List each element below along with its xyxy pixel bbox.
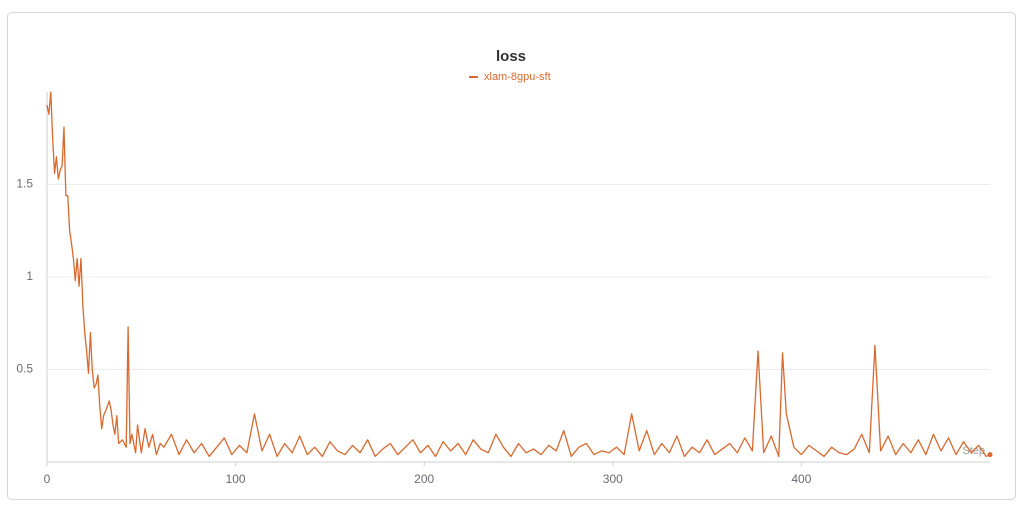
y-tick-label: 1: [26, 269, 33, 283]
x-tick-label: 100: [226, 472, 246, 486]
series-line: [46, 91, 991, 458]
legend-label: xlam-8gpu-sft: [484, 71, 551, 83]
x-tick-label: 300: [603, 472, 623, 486]
last-point: [987, 452, 993, 458]
y-tick-label: 0.5: [16, 362, 33, 376]
y-tick-label: 1.5: [16, 177, 33, 191]
chart-title: loss: [496, 48, 526, 65]
x-tick-label: 400: [791, 472, 811, 486]
x-tick-label: 200: [414, 472, 434, 486]
x-tick-label: 0: [44, 472, 51, 486]
panel-card: [7, 12, 1016, 500]
